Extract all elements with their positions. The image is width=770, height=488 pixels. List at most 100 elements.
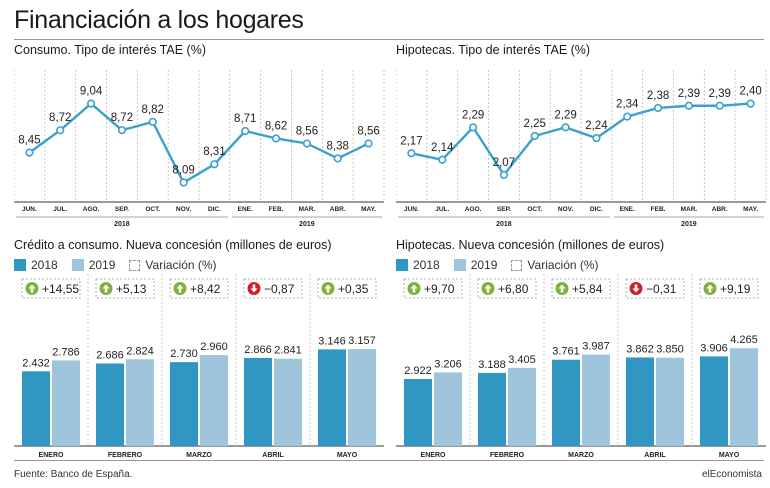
legend-swatch-variation — [129, 259, 141, 271]
data-label: 8,38 — [327, 140, 349, 152]
data-label: 2,29 — [554, 109, 576, 121]
consumo-rate-chart: 8,45 8,72 9,04 8,72 8,82 8,09 8,31 8,71 8,62 8,56… — [14, 70, 385, 228]
x-tick-label: FEB. — [651, 206, 666, 213]
bar-label-2018: 2.866 — [244, 344, 272, 356]
x-tick-label: FEBRERO — [108, 452, 143, 459]
data-point — [117, 126, 127, 135]
bar-2019 — [200, 355, 228, 446]
brand-logo: elEconomista — [701, 469, 762, 480]
arrow-up-glyph — [410, 284, 418, 293]
x-tick-label: OCT. — [145, 206, 160, 213]
bar-2018 — [626, 357, 654, 446]
data-label: 2,38 — [647, 90, 669, 102]
data-label: 9,04 — [80, 86, 103, 98]
variation-label: −0,87 — [264, 282, 295, 296]
data-label: 2,34 — [616, 99, 639, 111]
legend-label-2019: 2019 — [470, 258, 498, 272]
variation-label: +0,35 — [338, 282, 369, 296]
bar-2019 — [434, 372, 462, 446]
variation-label: −0,31 — [646, 282, 677, 296]
arrow-up-glyph — [28, 284, 36, 293]
data-point — [271, 134, 281, 143]
x-tick-label: ABR. — [330, 206, 346, 213]
data-point — [746, 99, 755, 108]
variation-box — [317, 278, 377, 299]
x-tick-label: JUN. — [404, 206, 419, 213]
bar-label-2019: 2.960 — [200, 341, 228, 353]
variation-label: +6,80 — [498, 282, 529, 296]
data-point — [653, 103, 663, 113]
variation-box — [21, 278, 81, 299]
data-label: 8,09 — [172, 165, 194, 177]
legend-swatch-2019 — [71, 259, 84, 271]
x-tick-label: AGO. — [465, 206, 482, 213]
year-label: 2019 — [681, 221, 697, 228]
variation-label: +14,55 — [42, 282, 79, 296]
x-tick-label: FEBRERO — [490, 452, 525, 459]
x-tick-label: ENE. — [238, 206, 253, 213]
data-label: 8,62 — [265, 120, 287, 132]
data-point — [561, 123, 570, 132]
legend-swatch-2018 — [396, 259, 408, 271]
bar-label-2019: 3.405 — [508, 354, 536, 366]
series-line — [28, 102, 370, 185]
data-label: 8,72 — [49, 112, 71, 124]
bar-label-2018: 2.730 — [170, 348, 198, 360]
x-tick-label: JUL. — [53, 206, 67, 213]
data-point — [210, 160, 219, 169]
bar-2018 — [318, 349, 346, 446]
bar-2018 — [404, 378, 432, 446]
series-line — [411, 102, 751, 177]
hipotecas-rate-chart: 2,17 2,14 2,29 2,07 2,25 2,29 2,24 2,34 2,38 2,39… — [396, 70, 767, 228]
x-tick-label: MARZO — [568, 452, 594, 459]
legend-swatch-2019 — [453, 259, 466, 271]
arrow-down-glyph — [250, 284, 258, 293]
legend-swatch-2018 — [14, 259, 26, 271]
data-label: 2,14 — [431, 142, 454, 154]
bar-2019 — [508, 367, 536, 446]
x-tick-label: MAR. — [299, 206, 316, 213]
x-tick-label: DIC. — [590, 206, 603, 213]
x-tick-label: ABRIL — [262, 452, 284, 459]
variation-box — [169, 278, 229, 299]
page-title: Financiación a los hogares — [14, 6, 304, 34]
data-point — [468, 123, 478, 132]
bar-2018 — [22, 371, 50, 446]
legend-label-2019: 2019 — [88, 258, 116, 272]
hipotecas-credit-title: Hipotecas. Nueva concesión (millones de … — [396, 238, 665, 252]
hipotecas-rate-title: Hipotecas. Tipo de interés TAE (%) — [396, 43, 591, 57]
bar-2018 — [552, 359, 580, 446]
bar-label-2019: 3.987 — [582, 341, 610, 353]
x-tick-label: JUN. — [22, 206, 37, 213]
bar-label-2018: 2.432 — [22, 357, 50, 369]
bar-label-2018: 3.906 — [700, 342, 728, 354]
bar-label-2019: 3.206 — [434, 358, 462, 370]
bar-label-2018: 3.146 — [318, 335, 346, 347]
data-point — [25, 148, 34, 157]
bar-2019 — [348, 349, 376, 446]
arrow-up-glyph — [324, 284, 332, 293]
bar-2018 — [170, 362, 198, 446]
x-tick-label: NOV. — [558, 206, 573, 213]
x-tick-label: SEP. — [115, 206, 129, 213]
data-point — [592, 134, 601, 143]
bar-2019 — [582, 354, 610, 446]
variation-label: +8,42 — [190, 282, 221, 296]
bar-2019 — [274, 358, 302, 446]
data-point — [56, 126, 65, 135]
bar-2018 — [700, 356, 728, 446]
x-tick-label: NOV. — [176, 206, 191, 213]
variation-label: +9,70 — [424, 282, 455, 296]
data-label: 2,25 — [524, 118, 546, 130]
bar-2019 — [730, 348, 758, 446]
x-tick-label: FEB. — [269, 206, 284, 213]
data-point — [684, 101, 694, 110]
x-tick-label: ENERO — [421, 452, 446, 459]
data-label: 8,45 — [18, 135, 40, 147]
data-point — [241, 126, 250, 136]
bar-label-2019: 2.841 — [274, 345, 302, 357]
legend-label-2018: 2018 — [413, 258, 440, 272]
variation-box — [551, 278, 611, 299]
data-label: 8,82 — [142, 104, 164, 116]
